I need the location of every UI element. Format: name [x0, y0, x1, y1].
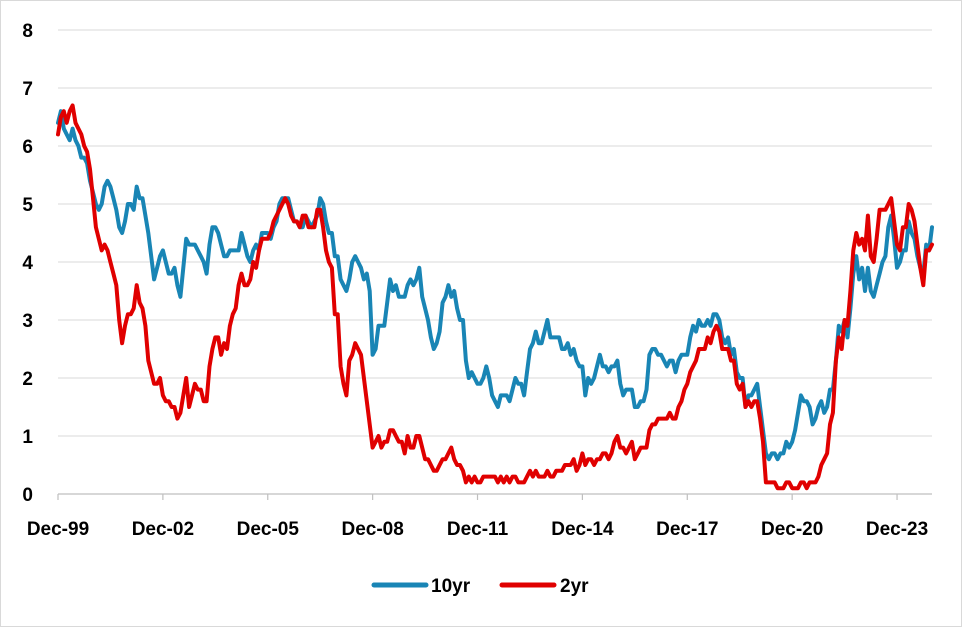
x-tick-label: Dec-05: [237, 519, 300, 540]
y-tick-label: 8: [22, 21, 33, 42]
y-tick-label: 4: [22, 253, 33, 274]
series-line-10yr: [56, 109, 934, 462]
y-tick-label: 1: [22, 427, 33, 448]
y-tick-label: 6: [22, 137, 33, 158]
series-lines: [56, 103, 934, 491]
x-tick-label: Dec-23: [866, 519, 928, 540]
y-tick-label: 0: [22, 485, 33, 506]
x-tick-label: Dec-99: [27, 519, 89, 540]
gridlines: [58, 29, 932, 437]
legend-label-10yr: 10yr: [431, 576, 471, 597]
x-tick-label: Dec-14: [551, 519, 614, 540]
x-tick-label: Dec-17: [656, 519, 718, 540]
y-tick-label: 2: [22, 369, 33, 390]
x-tick-label: Dec-20: [761, 519, 823, 540]
x-tick-label: Dec-11: [447, 519, 509, 540]
y-axis-tick-labels: 0 1 2 3 4 5 6 7 8: [22, 21, 33, 506]
x-axis: Dec-99 Dec-02 Dec-05 Dec-08 Dec-11 Dec-14 Dec-…: [27, 493, 932, 540]
y-tick-label: 7: [22, 79, 33, 100]
x-tick-label: Dec-08: [341, 519, 403, 540]
y-tick-label: 3: [22, 311, 33, 332]
legend-label-2yr: 2yr: [560, 576, 589, 597]
series-line-2yr: [56, 103, 934, 491]
legend: 10yr 2yr: [371, 576, 589, 597]
x-tick-label: Dec-02: [132, 519, 194, 540]
y-tick-label: 5: [22, 195, 33, 216]
